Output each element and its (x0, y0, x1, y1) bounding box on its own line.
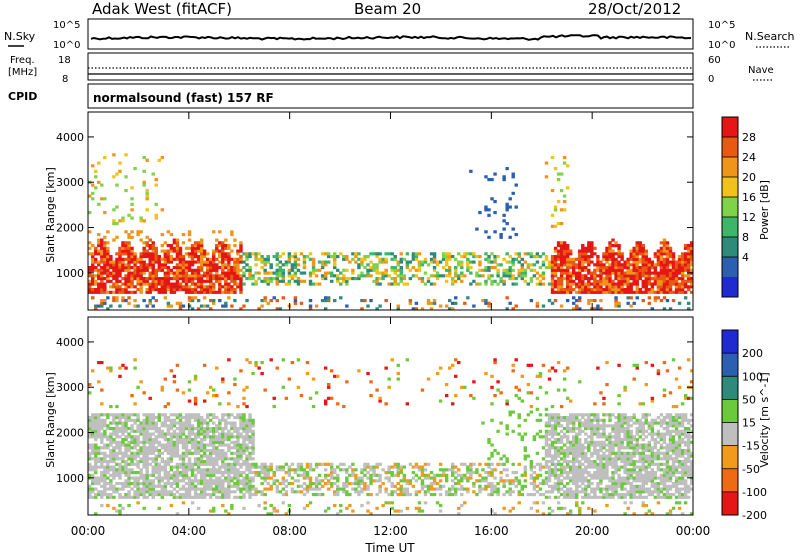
freq-left-tick-top: 18 (58, 55, 71, 66)
power-colorbar-label: Power [dB] (758, 180, 771, 240)
power-colorbar-tick-2: 12 (742, 211, 756, 224)
velocity-colorbar: 200 100 50 15 -15 -50 -100 -200 Velocity [m s^-… (721, 329, 771, 522)
power-ytick-1: 2000 (56, 222, 84, 235)
time-tick-3: 12:00 (373, 524, 408, 538)
power-colorbar-tick-4: 20 (742, 171, 756, 184)
velocity-ytick-2: 3000 (56, 381, 84, 394)
velocity-colorbar-tick-7: -200 (742, 509, 767, 522)
noise-right-tick-bottom: 10^0 (708, 40, 735, 51)
cpid-panel: CPID normalsound (fast) 157 RF (8, 83, 694, 109)
velocity-ylabel: Slant Range [km] (44, 372, 57, 468)
noise-right-tick-top: 10^5 (708, 20, 735, 31)
nave-label: Nave (748, 65, 774, 76)
velocity-colorbar-tick-3: 15 (742, 417, 756, 430)
velocity-colorbar-label: Velocity [m s^-1] (758, 372, 771, 467)
power-ytick-3: 4000 (56, 131, 84, 144)
cpid-program: normalsound (fast) 157 RF (93, 91, 274, 105)
time-axis-label: Time UT (364, 541, 415, 554)
time-tick-4: 16:00 (474, 524, 509, 538)
velocity-colorbar-tick-6: -100 (742, 486, 767, 499)
station-title: Adak West (fitACF) (92, 0, 232, 18)
velocity-colorbar-tick-5: -50 (742, 463, 760, 476)
noise-left-label: N.Sky (4, 30, 36, 43)
power-ytick-2: 3000 (56, 176, 84, 189)
freq-label-line2: [MHz] (8, 67, 37, 78)
power-colorbar-tick-5: 24 (742, 151, 756, 164)
noise-right-label: N.Search (745, 30, 795, 43)
time-tick-5: 20:00 (575, 524, 610, 538)
time-tick-6: 00:00 (676, 524, 711, 538)
noise-panel: N.Sky N.Search 10^5 10^0 10^5 10^0 (4, 18, 795, 51)
velocity-data (88, 358, 694, 516)
time-axis: 00:00 04:00 08:00 12:00 16:00 20:00 00:00 (71, 112, 711, 538)
freq-right-tick-top: 60 (708, 55, 721, 66)
time-tick-0: 00:00 (71, 524, 106, 538)
velocity-colorbar-tick-1: 100 (742, 370, 763, 383)
power-ytick-0: 1000 (56, 267, 84, 280)
noise-left-tick-top: 10^5 (53, 20, 80, 31)
power-data (88, 153, 694, 311)
power-ylabel: Slant Range [km] (44, 167, 57, 263)
power-colorbar: 4 8 12 16 20 24 28 Power [dB] (721, 116, 771, 298)
cpid-label: CPID (8, 90, 37, 103)
freq-right-tick-bottom: 0 (708, 74, 714, 85)
time-tick-2: 08:00 (272, 524, 307, 538)
velocity-ytick-0: 1000 (56, 472, 84, 485)
power-colorbar-tick-6: 28 (742, 131, 756, 144)
power-colorbar-tick-1: 8 (742, 231, 749, 244)
freq-label-line1: Freq. (10, 55, 35, 66)
frequency-panel: Freq. [MHz] 18 8 60 0 Nave (8, 52, 774, 85)
velocity-panel: 1000 2000 3000 4000 Slant Range [km] (44, 316, 694, 516)
date-title: 28/Oct/2012 (588, 0, 681, 18)
noise-left-tick-bottom: 10^0 (53, 40, 80, 51)
velocity-ytick-1: 2000 (56, 427, 84, 440)
time-tick-1: 04:00 (172, 524, 207, 538)
freq-left-tick-bottom: 8 (62, 74, 68, 85)
power-colorbar-tick-0: 4 (742, 251, 749, 264)
power-panel: 1000 2000 3000 4000 Slant Range [km] (44, 111, 694, 311)
velocity-ytick-3: 4000 (56, 336, 84, 349)
beam-title: Beam 20 (354, 0, 421, 18)
velocity-colorbar-tick-2: 50 (742, 393, 756, 406)
velocity-colorbar-tick-0: 200 (742, 347, 763, 360)
power-colorbar-tick-3: 16 (742, 191, 756, 204)
velocity-colorbar-tick-4: -15 (742, 440, 760, 453)
